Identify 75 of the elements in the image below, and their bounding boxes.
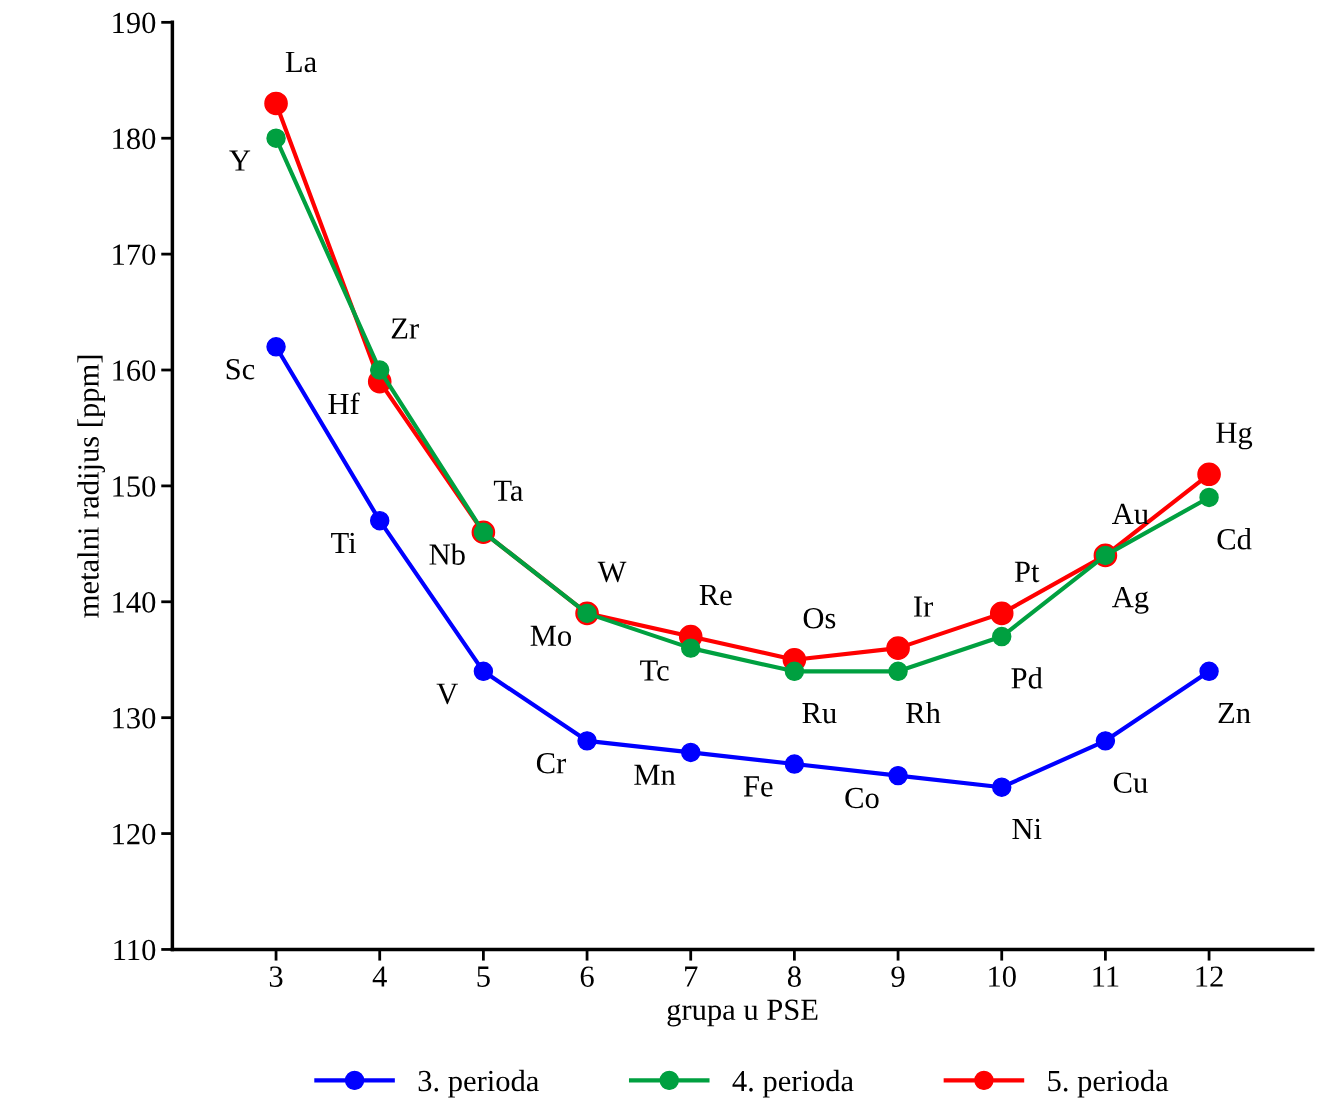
annotation: Hf bbox=[328, 392, 360, 414]
y-tick-label: 110 bbox=[114, 939, 156, 961]
annotation: Ti bbox=[331, 532, 357, 554]
annotation: Nb bbox=[429, 543, 465, 565]
annotation: Ir bbox=[913, 596, 933, 617]
point bbox=[888, 765, 908, 786]
point bbox=[1095, 731, 1116, 751]
annotation: Re bbox=[699, 585, 732, 606]
legend-label: 5. perioda bbox=[1048, 1069, 1169, 1098]
annotation: Sc bbox=[226, 358, 255, 380]
y-axis-title: metalni radijus [ppm] bbox=[77, 355, 106, 618]
annotation: Y bbox=[229, 150, 251, 171]
point bbox=[1197, 462, 1221, 487]
legend-label: 3. perioda bbox=[418, 1069, 539, 1098]
annotation: Pt bbox=[1014, 561, 1040, 583]
y-tick-label: 160 bbox=[113, 360, 156, 381]
annotation: Pd bbox=[1011, 667, 1043, 689]
y-tick-label: 180 bbox=[113, 128, 156, 150]
annotation: Mn bbox=[634, 764, 676, 785]
point bbox=[264, 91, 288, 116]
point bbox=[266, 337, 286, 357]
point bbox=[992, 777, 1012, 797]
point bbox=[784, 661, 805, 682]
annotation: Fe bbox=[743, 776, 773, 797]
point bbox=[369, 360, 390, 380]
annotation: Tc bbox=[640, 660, 669, 681]
annotation: Ag bbox=[1112, 586, 1149, 614]
y-tick-label: 170 bbox=[113, 244, 156, 266]
x-tick-label: 11 bbox=[1093, 966, 1119, 987]
y-tick-label: 150 bbox=[113, 476, 156, 497]
x-tick-label: 4 bbox=[372, 966, 387, 987]
annotation: W bbox=[597, 561, 627, 583]
annotation: Cd bbox=[1217, 528, 1252, 550]
annotation: Co bbox=[845, 787, 879, 809]
annotation: Hg bbox=[1216, 422, 1253, 450]
point bbox=[784, 754, 805, 774]
annotation: Ni bbox=[1012, 818, 1042, 839]
annotation: La bbox=[285, 51, 317, 73]
annotation: Rh bbox=[906, 701, 941, 724]
x-tick-label: 5 bbox=[477, 966, 490, 987]
point bbox=[992, 626, 1012, 647]
point bbox=[369, 510, 390, 531]
point bbox=[886, 636, 910, 660]
point bbox=[1199, 661, 1219, 682]
x-tick-label: 10 bbox=[989, 966, 1016, 987]
point bbox=[681, 638, 701, 658]
annotation: Cr bbox=[536, 752, 566, 774]
x-tick-label: 8 bbox=[787, 966, 801, 987]
annotation: Ta bbox=[493, 480, 524, 502]
y-tick-label: 190 bbox=[113, 12, 156, 34]
annotation: Mo bbox=[530, 625, 571, 647]
annotation: Cu bbox=[1113, 772, 1148, 793]
x-tick-label: 9 bbox=[891, 966, 905, 987]
point bbox=[888, 661, 908, 682]
y-tick-label: 140 bbox=[113, 592, 156, 613]
annotation: Os bbox=[803, 607, 836, 629]
x-tick-label: 12 bbox=[1196, 966, 1223, 987]
annotation: V bbox=[436, 683, 458, 705]
annotation: Au bbox=[1112, 503, 1149, 525]
annotation: Ru bbox=[802, 703, 837, 724]
x-axis-title: grupa u PSE bbox=[667, 999, 818, 1027]
y-tick-label: 120 bbox=[113, 823, 156, 845]
x-tick-label: 7 bbox=[685, 966, 698, 987]
x-tick-label: 3 bbox=[269, 966, 283, 987]
point bbox=[473, 661, 494, 682]
annotation: Zn bbox=[1218, 703, 1251, 724]
y-tick-label: 130 bbox=[113, 707, 156, 729]
annotation: Zr bbox=[391, 318, 419, 339]
point bbox=[266, 128, 286, 148]
point bbox=[681, 742, 701, 763]
point bbox=[989, 601, 1014, 626]
x-tick-label: 6 bbox=[580, 966, 594, 987]
legend-label: 4. perioda bbox=[732, 1069, 854, 1098]
point bbox=[1199, 487, 1219, 508]
point bbox=[577, 731, 597, 751]
